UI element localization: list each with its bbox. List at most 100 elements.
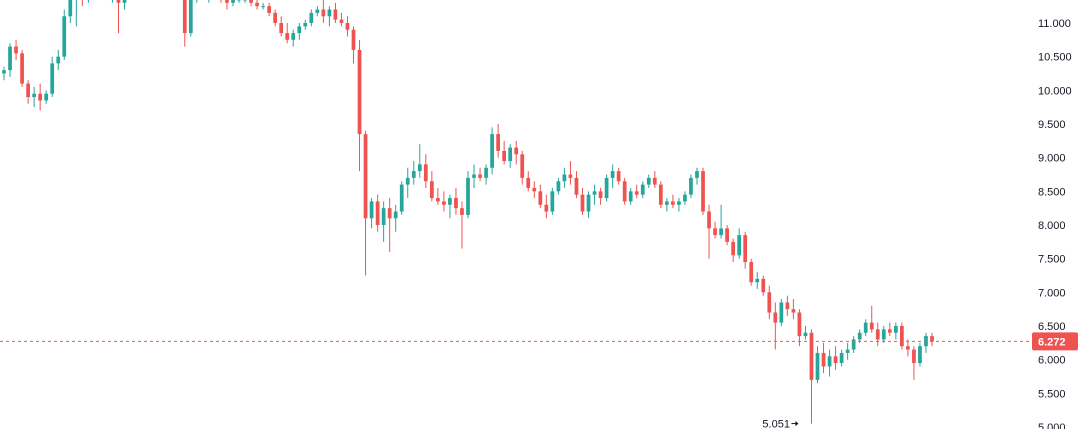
candle-body bbox=[887, 329, 892, 333]
candle bbox=[628, 187, 633, 205]
candle-body bbox=[393, 211, 398, 219]
candle-body bbox=[755, 278, 760, 283]
candle-body bbox=[592, 191, 597, 195]
candle-body bbox=[526, 177, 531, 188]
y-tick-label: 5.500 bbox=[1038, 388, 1066, 400]
candle-body bbox=[502, 150, 507, 162]
candle bbox=[532, 181, 537, 199]
candle bbox=[610, 164, 615, 188]
candle-body bbox=[749, 262, 754, 283]
y-tick-label: 8.000 bbox=[1038, 220, 1066, 232]
candle-body bbox=[351, 29, 356, 50]
candle-body bbox=[725, 228, 729, 242]
candle-body bbox=[833, 356, 838, 364]
candle bbox=[291, 29, 296, 47]
candle-body bbox=[369, 201, 374, 219]
candle bbox=[243, 0, 247, 3]
candle-body bbox=[863, 322, 868, 333]
candle-body bbox=[429, 181, 434, 199]
candle bbox=[689, 174, 693, 199]
candle-body bbox=[930, 336, 934, 342]
candle-body bbox=[333, 9, 338, 20]
candle-body bbox=[442, 201, 446, 205]
candle-body bbox=[20, 53, 24, 84]
candle bbox=[803, 326, 808, 340]
candle bbox=[845, 342, 850, 360]
low-price-arrow-head bbox=[795, 421, 799, 427]
candle bbox=[562, 167, 567, 188]
y-tick-label: 10.000 bbox=[1038, 85, 1072, 97]
price-axis[interactable]: 5.000 5.500 6.000 6.500 7.000 7.500 8.000 8.500… bbox=[1038, 18, 1072, 429]
candle-body bbox=[14, 46, 18, 54]
candle bbox=[303, 19, 308, 30]
candle bbox=[472, 164, 476, 188]
y-tick-label: 6.500 bbox=[1038, 321, 1066, 333]
candle bbox=[32, 86, 36, 108]
candle-body bbox=[50, 63, 55, 94]
candle bbox=[255, 0, 259, 10]
candle-body bbox=[514, 147, 519, 155]
candle bbox=[309, 9, 314, 27]
candle-body bbox=[857, 332, 862, 340]
candle bbox=[622, 177, 627, 205]
candle-body bbox=[188, 0, 193, 34]
candle-body bbox=[695, 171, 699, 178]
candle bbox=[809, 329, 814, 424]
candle bbox=[454, 187, 458, 215]
candle-body bbox=[586, 194, 591, 212]
candle bbox=[321, 0, 326, 23]
candle bbox=[664, 198, 669, 212]
candle bbox=[526, 171, 531, 192]
candle bbox=[833, 346, 838, 370]
candle-body bbox=[634, 191, 639, 195]
candle-body bbox=[297, 26, 302, 34]
candle-body bbox=[231, 0, 235, 3]
candle-body bbox=[719, 228, 723, 236]
candle bbox=[50, 56, 55, 98]
y-tick-label: 6.000 bbox=[1038, 355, 1066, 367]
candle bbox=[586, 191, 591, 219]
candle-body bbox=[785, 302, 790, 310]
candle-body bbox=[731, 241, 736, 256]
candle bbox=[869, 305, 874, 333]
y-tick-label: 5.000 bbox=[1038, 422, 1066, 429]
candle bbox=[448, 194, 452, 219]
candle-body bbox=[918, 346, 922, 364]
candle bbox=[918, 342, 922, 367]
candle bbox=[429, 171, 434, 202]
candle bbox=[496, 124, 500, 158]
candle bbox=[761, 275, 766, 296]
current-price-tag-background bbox=[1032, 332, 1078, 351]
candle bbox=[116, 0, 121, 34]
candle bbox=[568, 161, 573, 185]
candle bbox=[237, 0, 241, 3]
candle bbox=[749, 258, 754, 286]
candle-body bbox=[249, 0, 253, 3]
candle bbox=[893, 322, 898, 340]
candle bbox=[8, 43, 12, 77]
candle-body bbox=[881, 329, 886, 340]
candle bbox=[14, 39, 18, 61]
candle-body bbox=[550, 191, 555, 212]
candle bbox=[544, 194, 549, 219]
candle bbox=[387, 198, 392, 252]
candle bbox=[779, 299, 784, 326]
candle-body bbox=[803, 332, 808, 337]
candle-body bbox=[327, 9, 332, 17]
candle bbox=[815, 346, 820, 384]
candle bbox=[556, 177, 561, 195]
candle bbox=[731, 238, 736, 263]
candle bbox=[279, 16, 284, 37]
candle bbox=[887, 322, 892, 337]
candle-body bbox=[405, 177, 410, 185]
candle-body bbox=[683, 194, 687, 202]
candle-body bbox=[658, 184, 663, 205]
candle-body bbox=[291, 33, 296, 40]
candle-body bbox=[490, 134, 494, 168]
y-tick-label: 7.000 bbox=[1038, 287, 1066, 299]
candle-body bbox=[255, 2, 259, 7]
candle-body bbox=[38, 93, 43, 101]
candle-body bbox=[761, 278, 766, 293]
